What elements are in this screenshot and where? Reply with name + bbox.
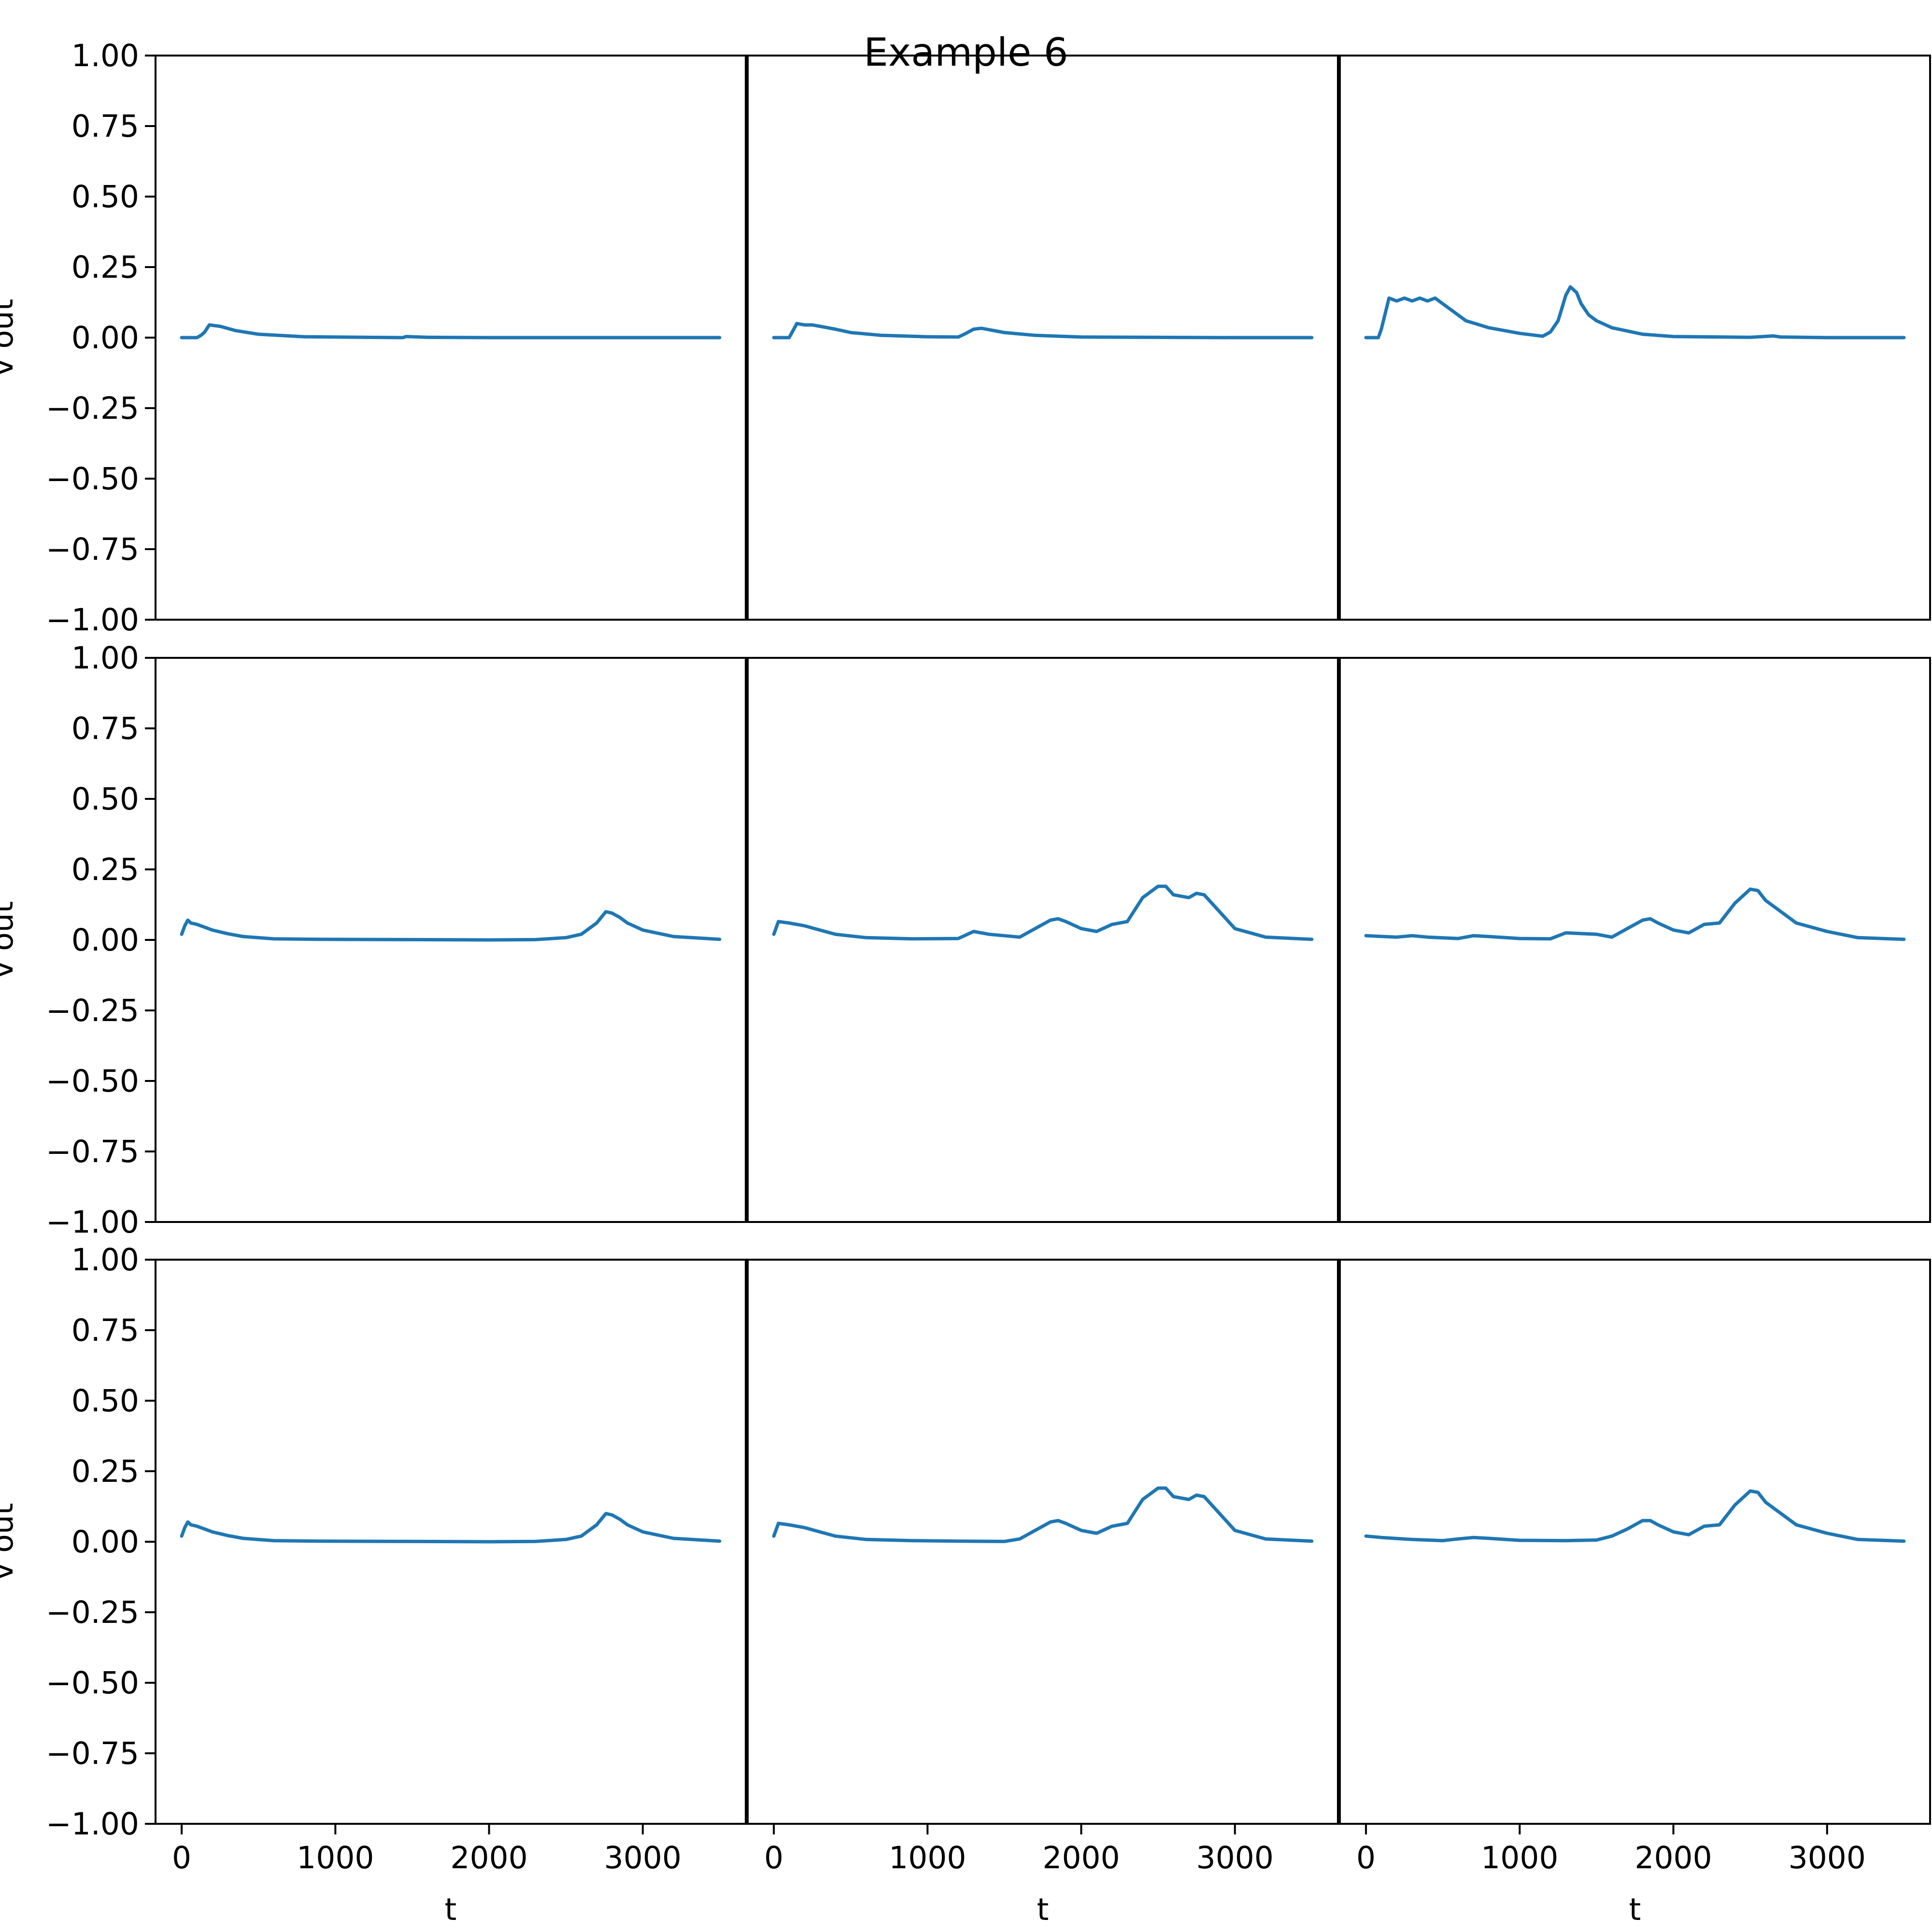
y-tick-label: −0.50 xyxy=(46,461,139,497)
series-line xyxy=(772,884,1314,941)
y-tick-label: −0.25 xyxy=(46,1595,139,1630)
subplot-r2-c0: 1.00 0.75 0.50 0.25 0.00 −0.25 −0.50 −0.75 −1.00… xyxy=(0,1242,747,1927)
y-tick-label: 0.25 xyxy=(71,250,139,285)
y-tick-label: −0.50 xyxy=(46,1064,139,1099)
subplot-r1-c0: 1.00 0.75 0.50 0.25 0.00 −0.25 −0.50 −0.75 −1.00… xyxy=(0,640,747,1240)
axes-frame xyxy=(747,1259,1339,1825)
x-axis-label: t xyxy=(1629,1892,1641,1927)
x-tick-label: 0 xyxy=(1356,1840,1376,1875)
series-line xyxy=(180,910,722,942)
x-tick-label: 3000 xyxy=(1789,1840,1866,1875)
y-tick-label: 0.75 xyxy=(71,711,139,746)
x-tick-label: 0 xyxy=(172,1840,191,1875)
y-tick-label: −0.75 xyxy=(46,1134,139,1169)
y-axis-label: v out xyxy=(0,299,20,376)
axes-frame xyxy=(1339,657,1931,1223)
subplot-r1-c1 xyxy=(747,657,1339,1223)
y-tick-label: 0.00 xyxy=(71,320,139,355)
x-tick-label: 2000 xyxy=(450,1840,527,1875)
y-tick-label: −1.00 xyxy=(46,1806,139,1842)
y-tick-label: 1.00 xyxy=(71,640,139,676)
axes-frame xyxy=(1339,1259,1931,1825)
y-tick-label: −1.00 xyxy=(46,1205,139,1240)
y-tick-label: −1.00 xyxy=(46,602,139,638)
subplot-grid: 1.00 0.75 0.50 0.25 0.00 −0.25 −0.50 −0.75 −1.00… xyxy=(0,38,1931,1927)
series-line xyxy=(180,323,722,340)
y-tick-label: 0.75 xyxy=(71,1313,139,1348)
y-tick-label: 0.00 xyxy=(71,1524,139,1560)
series-line xyxy=(180,1512,722,1544)
y-tick-label: 0.50 xyxy=(71,179,139,214)
y-axis-label: v out xyxy=(0,901,20,979)
subplot-r1-c2 xyxy=(1339,657,1931,1223)
x-tick-label: 1000 xyxy=(889,1840,966,1875)
axes-frame xyxy=(747,657,1339,1223)
subplot-r2-c1: 0 1000 2000 3000 t xyxy=(747,1259,1339,1927)
x-tick-label: 0 xyxy=(764,1840,783,1875)
y-tick-label: −0.50 xyxy=(46,1665,139,1701)
y-tick-label: 1.00 xyxy=(71,1242,139,1278)
x-axis-label: t xyxy=(445,1892,457,1927)
y-tick-label: 0.25 xyxy=(71,852,139,887)
series-line xyxy=(1364,1489,1906,1543)
y-tick-label: −0.25 xyxy=(46,993,139,1028)
y-tick-label: 1.00 xyxy=(71,38,139,73)
y-tick-label: −0.75 xyxy=(46,1736,139,1771)
axes-frame xyxy=(747,55,1339,621)
series-line xyxy=(772,1486,1314,1543)
y-tick-label: 0.75 xyxy=(71,109,139,144)
y-tick-label: 0.50 xyxy=(71,781,139,817)
y-tick-label: 0.00 xyxy=(71,923,139,958)
axes-frame xyxy=(1339,55,1931,621)
x-tick-label: 1000 xyxy=(1481,1840,1558,1875)
x-axis-label: t xyxy=(1037,1892,1049,1927)
x-tick-label: 2000 xyxy=(1634,1840,1712,1875)
y-tick-label: −0.25 xyxy=(46,391,139,426)
subplot-r0-c0: 1.00 0.75 0.50 0.25 0.00 −0.25 −0.50 −0.75 −1.00… xyxy=(0,38,747,638)
y-tick-label: 0.50 xyxy=(71,1383,139,1419)
subplot-r0-c2 xyxy=(1339,55,1931,621)
subplot-r2-c2: 0 1000 2000 3000 t xyxy=(1339,1259,1931,1927)
y-axis-label: v out xyxy=(0,1503,20,1580)
y-tick-label: −0.75 xyxy=(46,532,139,567)
subplot-r0-c1 xyxy=(747,55,1339,621)
series-line xyxy=(772,322,1314,340)
x-tick-label: 1000 xyxy=(297,1840,374,1875)
x-tick-label: 3000 xyxy=(604,1840,682,1875)
chart-title: Example 6 xyxy=(864,30,1068,75)
x-tick-label: 2000 xyxy=(1042,1840,1120,1875)
series-line xyxy=(1364,285,1906,340)
x-tick-label: 3000 xyxy=(1196,1840,1274,1875)
y-tick-label: 0.25 xyxy=(71,1454,139,1489)
series-line xyxy=(1364,887,1906,941)
